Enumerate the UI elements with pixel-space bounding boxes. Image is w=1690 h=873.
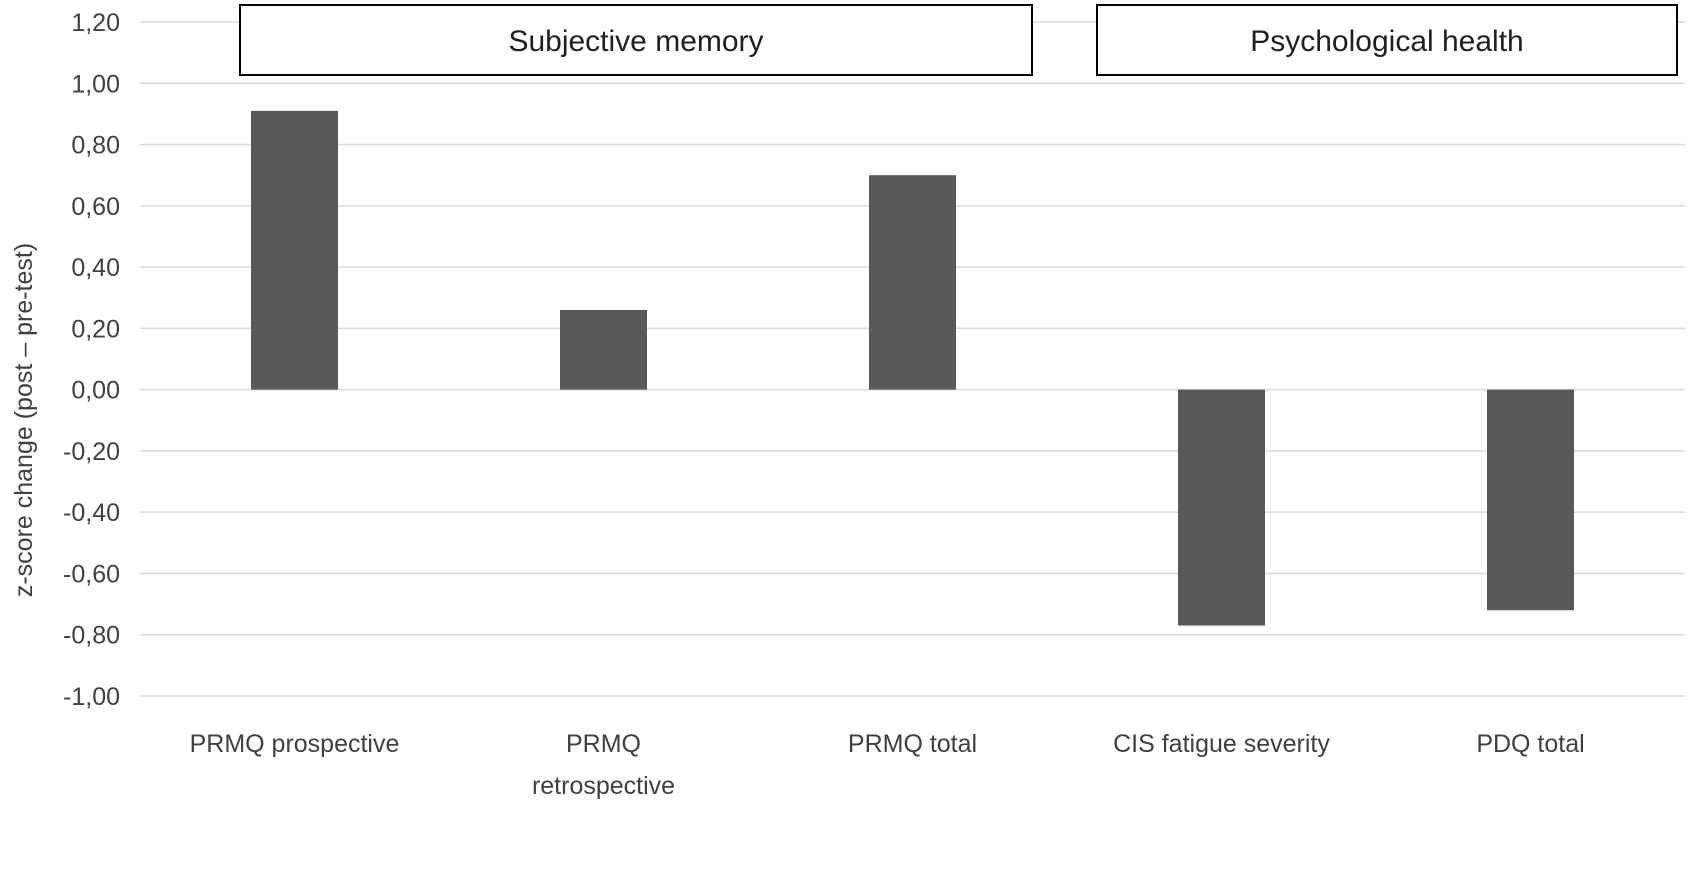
- x-category-label: retrospective: [532, 772, 675, 800]
- y-tick-label: 0,60: [71, 193, 120, 221]
- y-tick-label: 0,00: [71, 377, 120, 405]
- x-category-label: PRMQ total: [848, 730, 977, 758]
- group-box: [1096, 4, 1678, 76]
- bar-0: [251, 110, 338, 390]
- x-category-label: PRMQ prospective: [190, 730, 400, 758]
- group-label: Psychological health: [1250, 25, 1524, 58]
- y-tick-label: 1,00: [71, 70, 120, 98]
- bar-1: [560, 309, 647, 390]
- y-tick-label: -0,40: [63, 499, 120, 527]
- y-tick-label: -0,20: [63, 438, 120, 466]
- y-tick-label: 0,20: [71, 315, 120, 343]
- bars: [251, 110, 1574, 626]
- y-axis-title: z-score change (post – pre-test): [10, 243, 38, 597]
- y-tick-label: -0,80: [63, 622, 120, 650]
- y-tick-label: -1,00: [63, 683, 120, 711]
- group-label: Subjective memory: [508, 25, 763, 58]
- group-box: [239, 4, 1033, 76]
- y-tick-label: -0,60: [63, 560, 120, 588]
- bar-2: [869, 175, 956, 390]
- y-tick-label: 0,40: [71, 254, 120, 282]
- group-headers: Subjective memory Psychological health: [239, 4, 1678, 76]
- y-axis-ticks: 1,20 1,00 0,80 0,60 0,40 0,20 0,00 -0,20 -0,40 -0…: [63, 9, 120, 711]
- x-category-label: PRMQ: [566, 730, 641, 758]
- x-category-label: PDQ total: [1476, 730, 1584, 758]
- y-tick-label: 1,20: [71, 9, 120, 37]
- x-category-label: CIS fatigue severity: [1113, 730, 1330, 758]
- y-tick-label: 0,80: [71, 132, 120, 160]
- bar-3: [1178, 389, 1265, 626]
- x-axis-labels: PRMQ prospective PRMQ retrospective PRMQ to…: [190, 730, 1585, 800]
- bar-4: [1487, 389, 1574, 611]
